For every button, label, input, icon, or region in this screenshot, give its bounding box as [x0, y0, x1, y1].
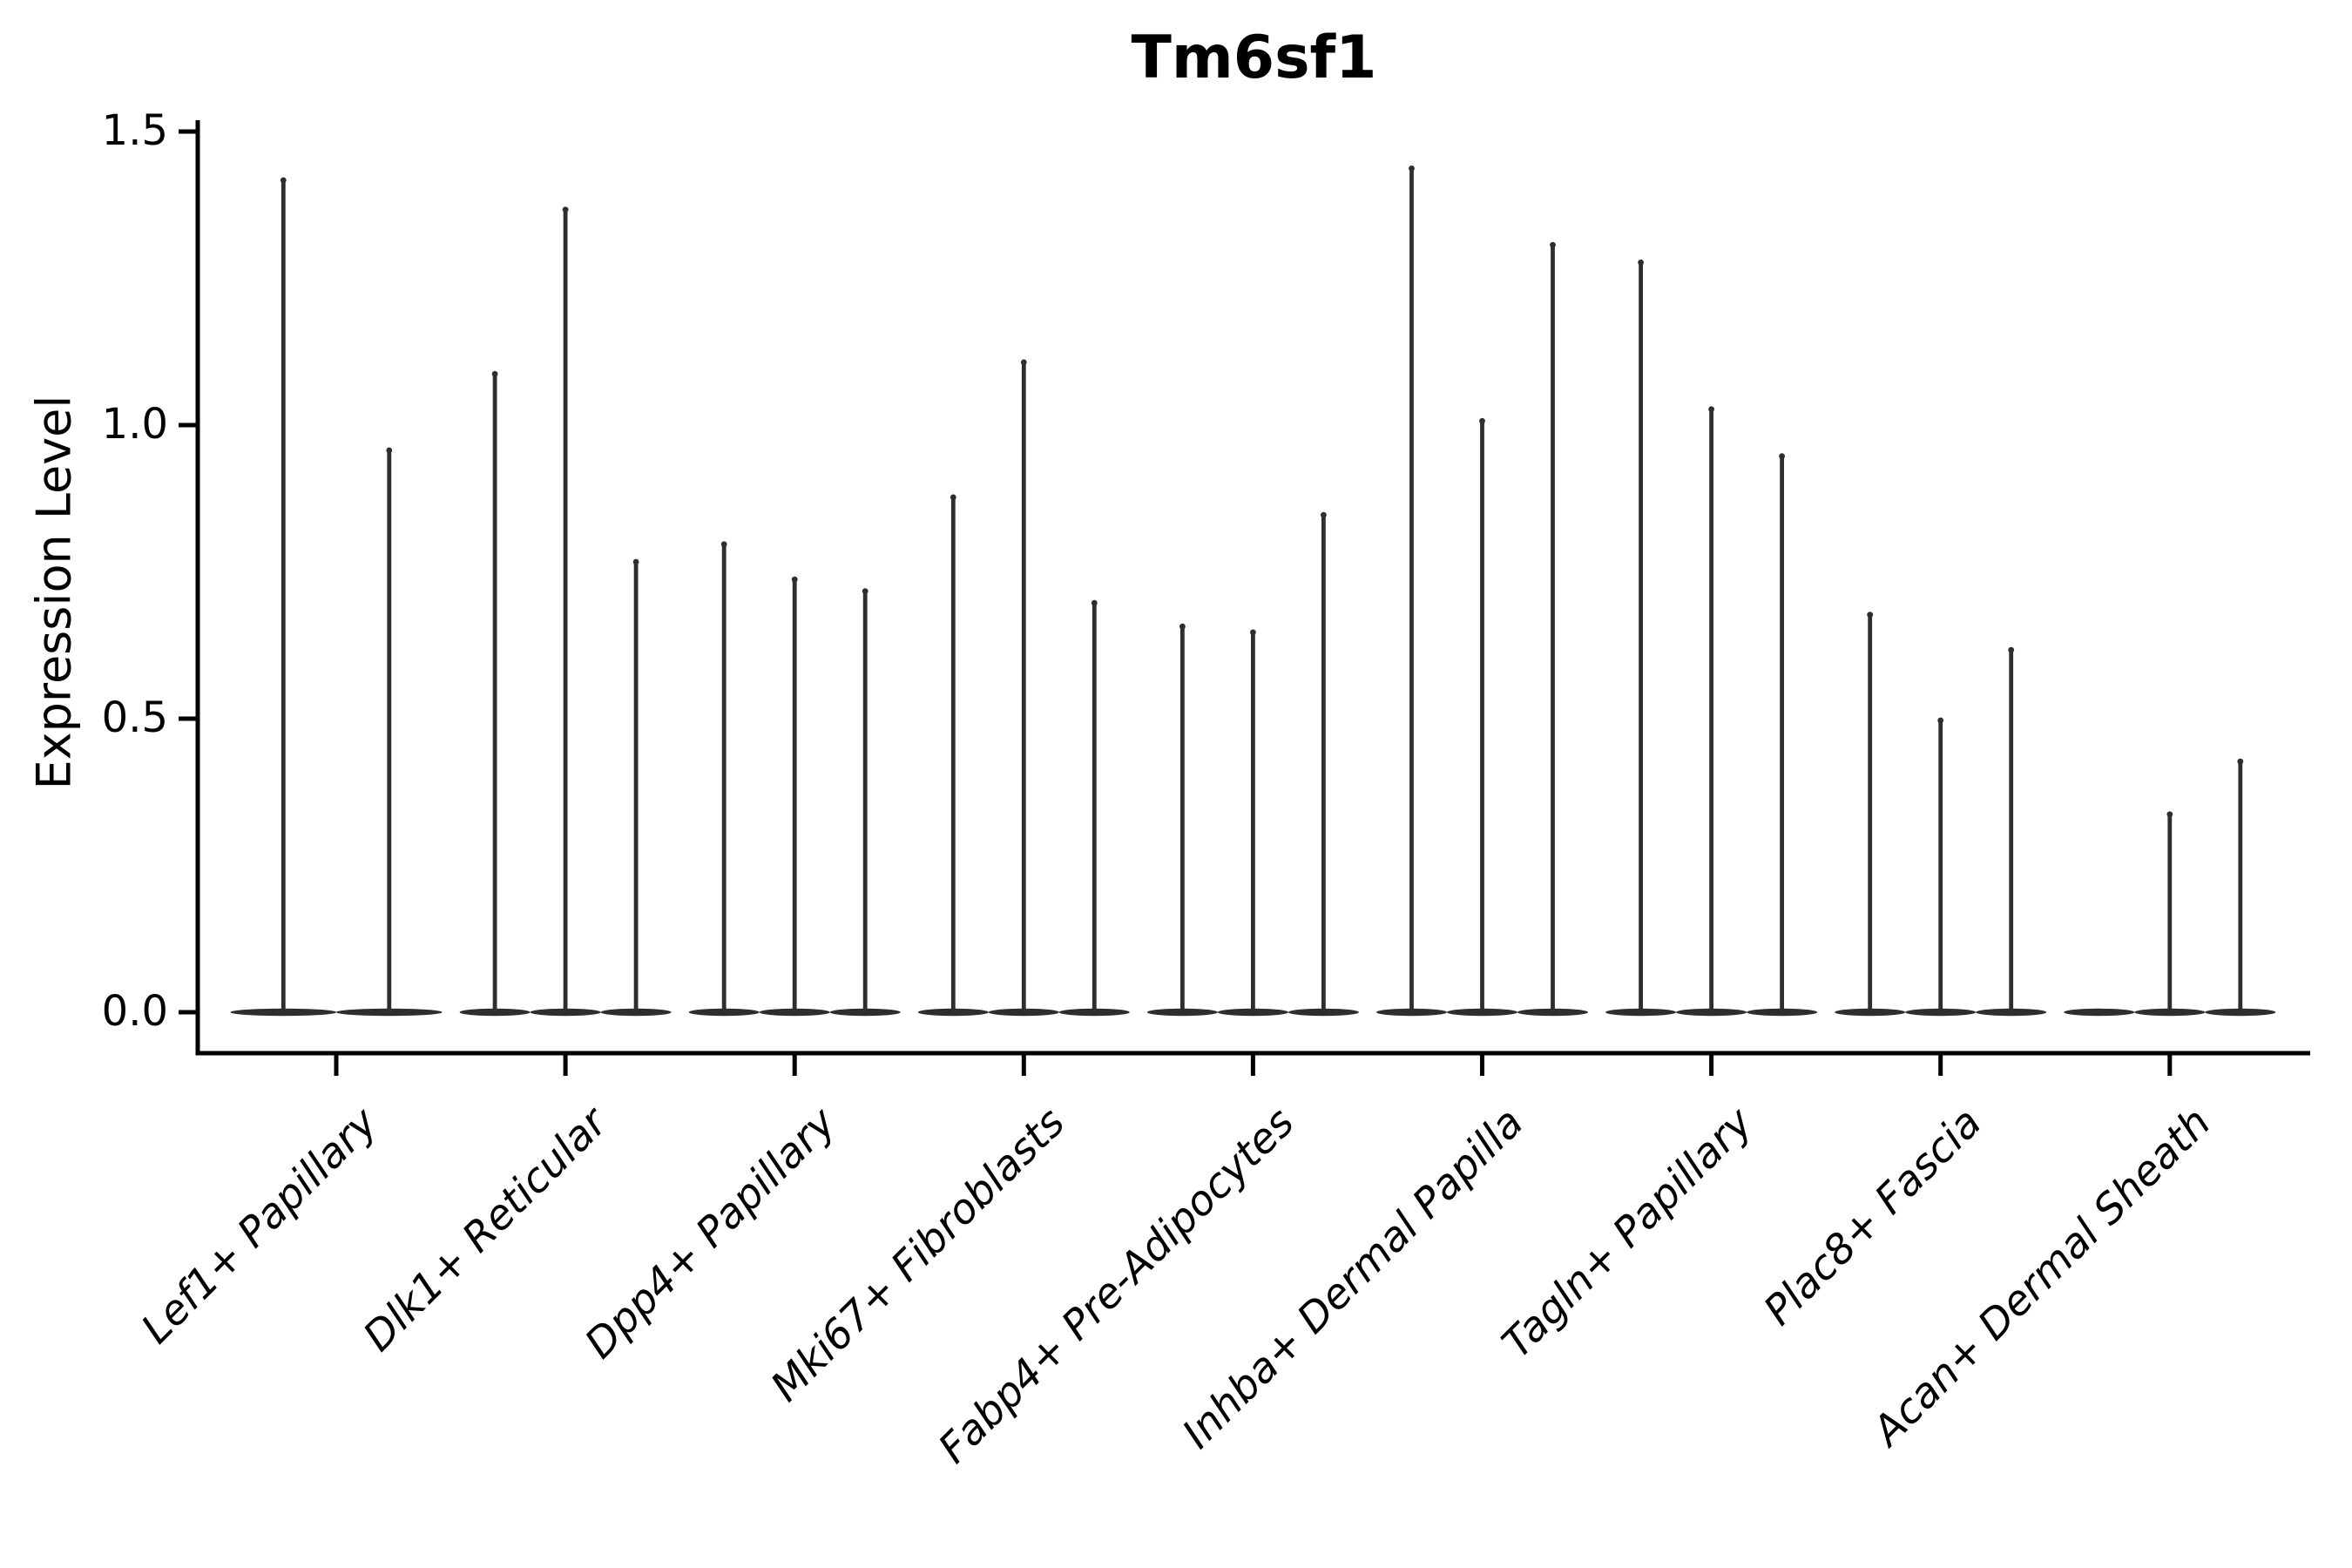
- violin-spike-tip: [2166, 811, 2173, 818]
- violin-spike-tip: [1779, 453, 1785, 460]
- violin-spike-tip: [562, 206, 569, 213]
- y-tick-label: 1.0: [101, 400, 168, 449]
- violin-spike-tip: [1479, 417, 1485, 424]
- violin-spike-tip: [1867, 612, 1874, 618]
- violins: [230, 166, 2276, 1017]
- violin-spike-tip: [1091, 599, 1098, 606]
- violin-spike-tip: [1550, 241, 1556, 248]
- violin-spike-tip: [280, 177, 287, 184]
- violin-spike-tip: [1020, 359, 1027, 366]
- violin-spike-tip: [862, 588, 868, 595]
- violin-spike-tip: [1708, 406, 1714, 413]
- violin-group: [1376, 166, 1588, 1017]
- violin-group: [917, 359, 1130, 1017]
- violin-spike-tip: [632, 558, 639, 565]
- y-tick-label: 1.5: [101, 106, 168, 155]
- violin-group: [2064, 758, 2276, 1017]
- violin-spike-tip: [1179, 623, 1186, 630]
- y-tick-label: 0.0: [101, 987, 168, 1036]
- violin-spike-tip: [2008, 646, 2015, 653]
- violin-spike-tip: [1409, 166, 1415, 172]
- chart-title: Tm6sf1: [1131, 24, 1377, 92]
- violin-spike-tip: [1638, 259, 1644, 266]
- y-axis-ticks: [179, 129, 198, 1015]
- violin-spike-tip: [720, 541, 727, 548]
- violin-spike-tip: [791, 576, 798, 583]
- violin-spike-tip: [491, 370, 498, 377]
- violin-group: [230, 177, 443, 1017]
- violin-spike-tip: [386, 447, 393, 454]
- violin-spike-tip: [950, 494, 956, 501]
- violin-group: [1835, 612, 2047, 1017]
- x-axis-ticks: [334, 1053, 2173, 1076]
- violin-group: [1146, 511, 1359, 1017]
- y-tick-label: 0.5: [101, 693, 168, 742]
- violin-spike-tip: [1321, 511, 1327, 518]
- violin-spike-tip: [1937, 717, 1944, 724]
- violin-spike-tip: [2237, 758, 2244, 765]
- violin-group: [1605, 259, 1818, 1017]
- violin-base: [2064, 1008, 2135, 1017]
- violin-spike-tip: [1250, 629, 1256, 636]
- violin-group: [688, 541, 901, 1017]
- violin-group: [459, 206, 672, 1017]
